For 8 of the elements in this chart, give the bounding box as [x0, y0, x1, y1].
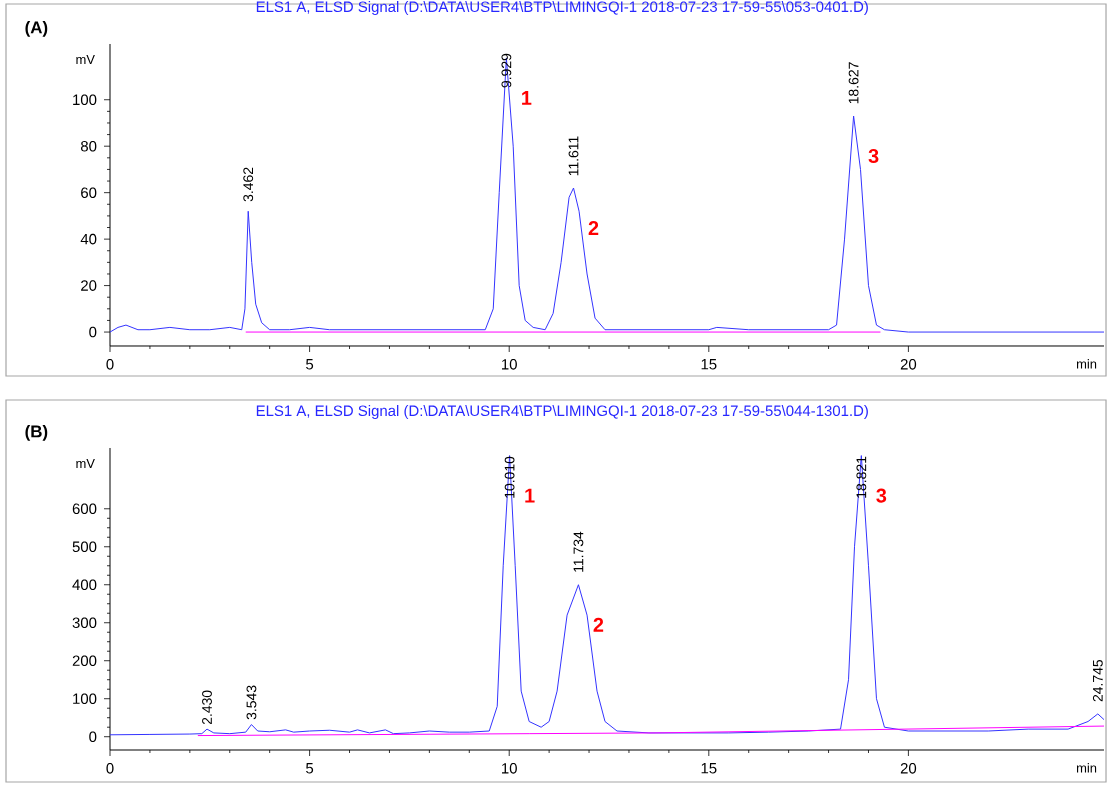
text: (A) [25, 20, 48, 37]
annotation: 3 [876, 488, 887, 503]
text: (B) [25, 424, 48, 441]
annotation: 2 [593, 617, 604, 632]
annotation: 3 [868, 148, 879, 164]
annotation: 1 [525, 488, 535, 503]
annotation: 1 [522, 91, 532, 105]
annotation: 2 [588, 221, 599, 235]
